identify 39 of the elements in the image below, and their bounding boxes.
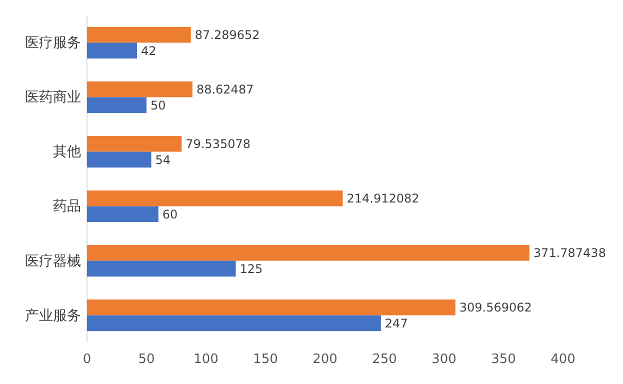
bar <box>87 260 236 277</box>
x-tick-label: 400 <box>550 352 576 368</box>
data-label: 60 <box>162 207 178 222</box>
x-tick-label: 250 <box>372 352 397 368</box>
data-label: 54 <box>155 152 171 167</box>
bar <box>87 42 137 59</box>
data-label: 125 <box>240 262 263 276</box>
data-label: 371.787438 <box>533 246 606 260</box>
bar <box>87 136 182 152</box>
x-tick-label: 100 <box>194 352 218 368</box>
bar <box>87 81 192 98</box>
x-tick-label: 150 <box>253 352 278 368</box>
y-tick-label: 其他 <box>53 144 81 160</box>
x-tick-label: 50 <box>138 352 155 368</box>
y-tick-label: 药品 <box>53 198 81 215</box>
bar <box>87 244 530 261</box>
data-label: 42 <box>140 44 156 58</box>
bar <box>87 206 158 222</box>
bar <box>87 97 146 114</box>
data-label: 50 <box>150 98 166 112</box>
y-tick-label: 医药商业 <box>25 90 81 106</box>
bar <box>87 152 152 168</box>
x-tick-label: 300 <box>432 352 456 368</box>
x-tick-label: 350 <box>491 352 516 368</box>
y-tick-label: 医疗服务 <box>25 35 81 52</box>
bar <box>87 190 343 206</box>
y-tick-label: 产业服务 <box>25 308 81 324</box>
x-tick-label: 0 <box>82 352 92 368</box>
bar <box>87 315 381 332</box>
bar <box>87 299 456 316</box>
y-tick-label: 医疗器械 <box>25 253 81 270</box>
x-tick-label: 200 <box>312 352 338 368</box>
bar <box>87 26 191 43</box>
data-label: 87.289652 <box>194 28 260 42</box>
data-label: 309.569062 <box>459 300 532 315</box>
data-label: 247 <box>384 316 408 330</box>
data-label: 79.535078 <box>186 137 251 152</box>
data-label: 214.912082 <box>346 192 420 206</box>
data-label: 88.62487 <box>196 82 254 97</box>
